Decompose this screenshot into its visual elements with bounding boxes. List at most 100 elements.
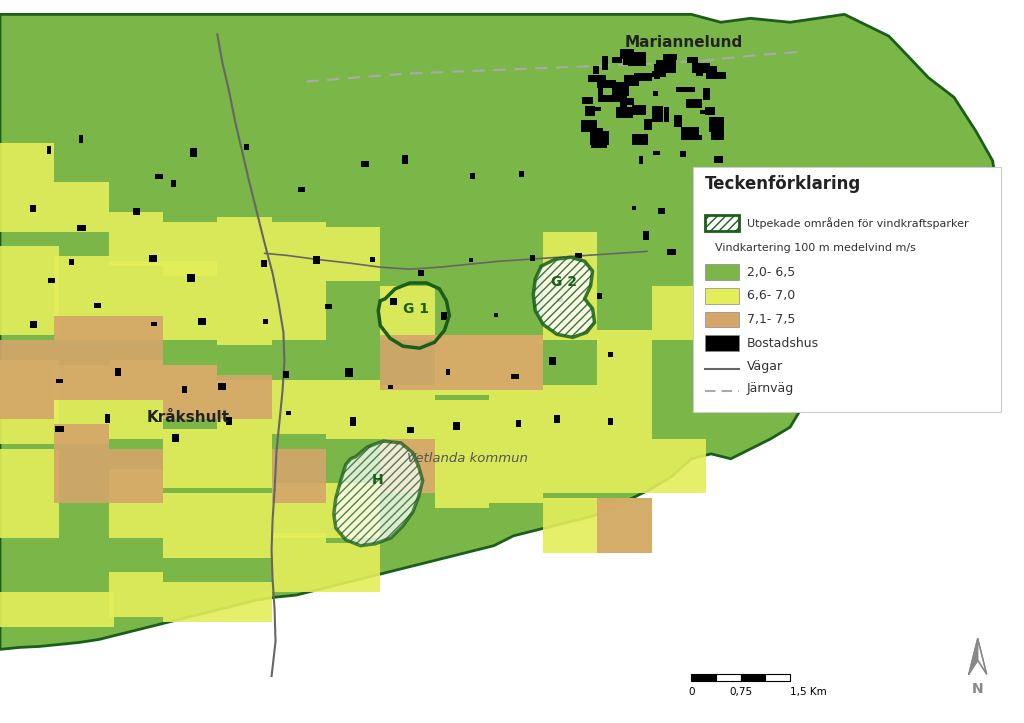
- Bar: [714, 155, 723, 163]
- Text: 1,5 Km: 1,5 Km: [791, 687, 826, 697]
- Text: Vindkartering 100 m medelvind m/s: Vindkartering 100 m medelvind m/s: [715, 244, 915, 254]
- Bar: [687, 57, 697, 63]
- Bar: [434, 400, 488, 454]
- Bar: [350, 417, 355, 426]
- Bar: [163, 429, 217, 489]
- Text: H: H: [372, 474, 383, 487]
- Bar: [582, 120, 597, 132]
- Bar: [494, 312, 499, 317]
- Bar: [187, 274, 196, 282]
- Bar: [633, 134, 648, 145]
- Bar: [612, 82, 630, 96]
- Bar: [597, 439, 652, 493]
- Bar: [590, 132, 609, 145]
- Bar: [286, 411, 292, 415]
- Bar: [698, 253, 705, 260]
- Bar: [706, 264, 738, 280]
- Bar: [657, 208, 666, 215]
- Bar: [632, 105, 646, 115]
- Text: Järnväg: Järnväg: [746, 382, 794, 395]
- Bar: [79, 135, 83, 142]
- Bar: [30, 205, 37, 213]
- Bar: [666, 61, 675, 69]
- Bar: [663, 54, 677, 60]
- Bar: [706, 288, 738, 304]
- Bar: [0, 142, 54, 231]
- Bar: [360, 161, 369, 167]
- Bar: [380, 439, 434, 493]
- Bar: [692, 134, 702, 140]
- Bar: [612, 57, 622, 63]
- Bar: [163, 493, 271, 557]
- Bar: [597, 293, 602, 299]
- Polygon shape: [0, 14, 999, 649]
- Text: Vägar: Vägar: [746, 361, 782, 374]
- Bar: [623, 98, 634, 105]
- Bar: [706, 107, 715, 115]
- Bar: [109, 573, 163, 617]
- Bar: [380, 385, 434, 439]
- Text: Hultsfred kommun: Hultsfred kommun: [798, 299, 922, 312]
- Bar: [388, 385, 392, 388]
- Bar: [616, 107, 634, 118]
- Bar: [593, 128, 603, 134]
- Bar: [326, 380, 380, 439]
- Bar: [163, 261, 217, 341]
- Bar: [706, 215, 738, 231]
- Bar: [54, 315, 163, 400]
- Bar: [217, 380, 271, 434]
- Bar: [54, 257, 109, 341]
- Bar: [171, 180, 176, 187]
- Bar: [218, 383, 226, 390]
- Bar: [716, 674, 740, 681]
- Bar: [283, 371, 289, 377]
- Bar: [390, 298, 397, 305]
- Bar: [680, 151, 686, 157]
- Bar: [163, 365, 217, 419]
- Bar: [624, 75, 639, 86]
- Bar: [651, 71, 666, 77]
- Bar: [163, 582, 271, 622]
- Bar: [635, 73, 651, 81]
- Bar: [706, 312, 738, 328]
- Bar: [189, 148, 197, 157]
- Bar: [0, 449, 59, 538]
- Bar: [686, 99, 702, 108]
- Bar: [69, 259, 74, 265]
- Bar: [408, 427, 414, 433]
- Bar: [597, 330, 652, 385]
- Bar: [652, 106, 663, 121]
- Polygon shape: [978, 638, 986, 674]
- Text: 7,1- 7,5: 7,1- 7,5: [746, 313, 795, 326]
- Bar: [714, 72, 726, 80]
- Bar: [217, 217, 271, 276]
- Bar: [434, 335, 488, 395]
- Bar: [488, 449, 543, 503]
- Bar: [654, 64, 660, 79]
- Bar: [54, 424, 109, 503]
- Bar: [104, 414, 111, 423]
- Bar: [710, 117, 724, 132]
- Bar: [55, 427, 65, 432]
- Bar: [608, 352, 613, 357]
- Text: N: N: [972, 682, 983, 696]
- Bar: [380, 439, 434, 493]
- Bar: [597, 498, 652, 552]
- Bar: [402, 155, 409, 163]
- Bar: [54, 182, 109, 231]
- Bar: [543, 385, 597, 439]
- Bar: [588, 75, 606, 82]
- Bar: [345, 368, 353, 377]
- Bar: [530, 255, 536, 262]
- Bar: [0, 592, 114, 627]
- Text: G 1: G 1: [402, 301, 429, 316]
- Text: 0: 0: [688, 687, 694, 697]
- Bar: [597, 80, 616, 87]
- Bar: [453, 422, 460, 430]
- Bar: [198, 317, 206, 325]
- Bar: [47, 146, 51, 154]
- Bar: [543, 498, 597, 552]
- Bar: [639, 156, 643, 164]
- Bar: [441, 312, 446, 320]
- Bar: [313, 256, 321, 264]
